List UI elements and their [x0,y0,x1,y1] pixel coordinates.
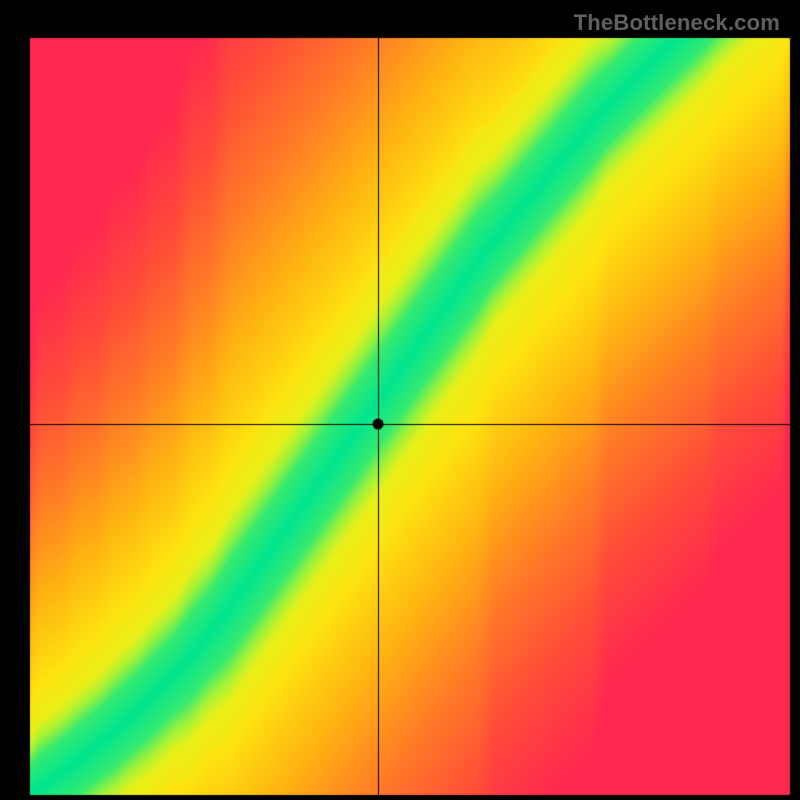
bottleneck-heatmap [0,0,800,800]
watermark-text: TheBottleneck.com [574,10,780,36]
chart-container: TheBottleneck.com [0,0,800,800]
